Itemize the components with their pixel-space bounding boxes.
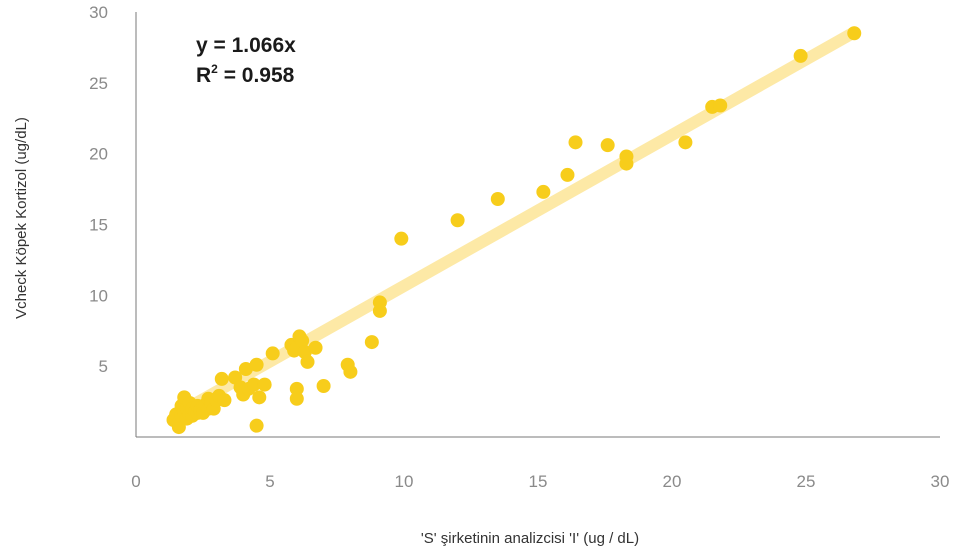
x-axis-title: 'S' şirketinin analizcisi 'I' (ug / dL) [421, 530, 639, 547]
y-tick-label: 25 [89, 74, 108, 93]
data-point [372, 303, 387, 318]
data-point [343, 364, 358, 379]
tick-labels-layer: 0 5 10 15 20 25 30 5 10 15 20 25 30 [89, 3, 949, 491]
y-tick-label: 5 [99, 357, 108, 376]
data-point [619, 149, 634, 164]
data-point [560, 167, 575, 182]
data-point [450, 213, 465, 228]
data-point [300, 354, 315, 369]
data-point [394, 231, 409, 246]
x-tick-label: 15 [529, 472, 548, 491]
regression-annotation: y = 1.066x R2 = 0.958 [196, 34, 296, 87]
y-tick-label: 20 [89, 145, 108, 164]
data-point [308, 340, 323, 355]
x-tick-label: 20 [663, 472, 682, 491]
y-tick-label: 30 [89, 3, 108, 22]
data-point [217, 393, 232, 408]
data-point [847, 26, 862, 41]
y-tick-label: 10 [89, 286, 108, 305]
x-tick-label: 5 [265, 472, 274, 491]
points-layer [166, 26, 862, 435]
x-tick-label: 25 [797, 472, 816, 491]
data-point [265, 346, 280, 361]
data-point [214, 371, 229, 386]
data-point [246, 377, 261, 392]
x-tick-label: 10 [395, 472, 414, 491]
data-point [289, 381, 304, 396]
x-tick-label: 0 [131, 472, 140, 491]
r-squared-base: R [196, 64, 211, 87]
axes-layer [135, 12, 940, 438]
data-point [316, 379, 331, 393]
r-squared-value: = 0.958 [218, 64, 295, 87]
data-point [536, 184, 551, 199]
data-point [490, 192, 505, 206]
data-point [238, 362, 253, 376]
data-point [249, 418, 264, 433]
r-squared-label: R2 = 0.958 [196, 62, 295, 87]
data-point [364, 335, 379, 350]
data-point [713, 98, 728, 113]
data-point [257, 377, 272, 392]
data-point [295, 333, 310, 348]
data-point [249, 357, 264, 372]
y-axis-title: Vcheck Köpek Kortizol (ug/dL) [13, 117, 30, 319]
data-point [252, 390, 267, 405]
x-tick-label: 30 [931, 472, 950, 491]
equation-label: y = 1.066x [196, 34, 296, 57]
data-point [568, 135, 583, 150]
y-tick-label: 15 [89, 216, 108, 235]
data-point [793, 48, 808, 63]
data-point [289, 391, 304, 406]
data-point [600, 138, 615, 153]
data-point [678, 135, 693, 150]
r-squared-superscript: 2 [211, 62, 218, 76]
